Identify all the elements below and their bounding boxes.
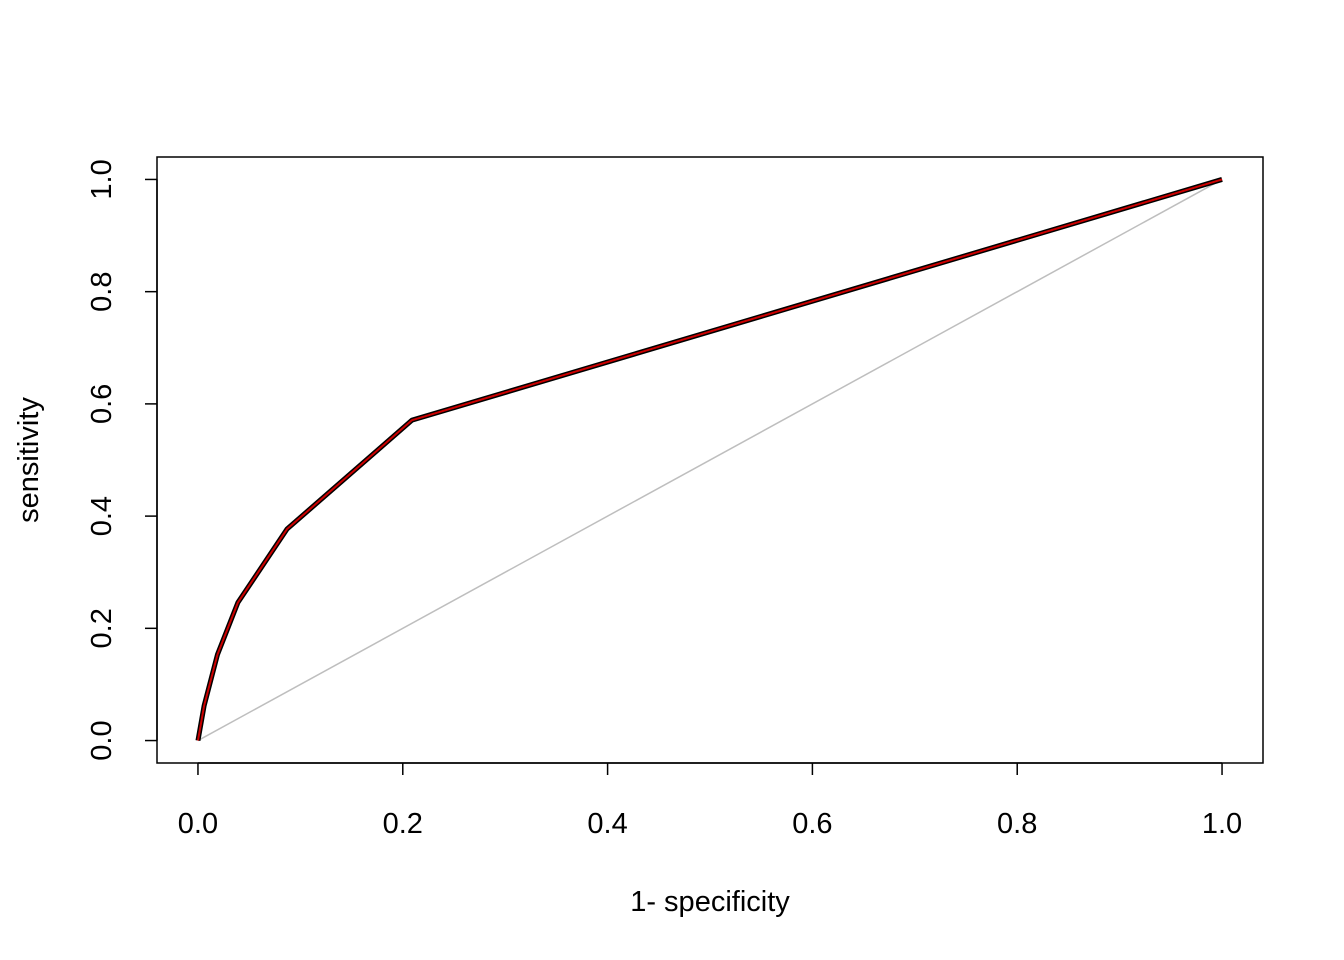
y-tick-label: 0.6 [86,384,118,424]
y-tick-label: 0.2 [86,608,118,648]
x-tick-label: 0.8 [997,808,1037,840]
x-tick-label: 0.4 [587,808,627,840]
x-tick-label: 0.2 [383,808,423,840]
y-axis-label: sensitivity [13,397,45,523]
x-tick-label: 0.0 [178,808,218,840]
roc-curve [196,178,1223,741]
y-tick-label: 1.0 [86,159,118,199]
reference-line [197,178,1223,742]
x-tick-label: 0.6 [792,808,832,840]
x-axis-label: 1- specificity [630,886,790,918]
y-tick-label: 0.0 [86,720,118,760]
y-tick-label: 0.4 [86,496,118,536]
x-tick-label: 1.0 [1202,808,1242,840]
y-tick-label: 0.8 [86,272,118,312]
